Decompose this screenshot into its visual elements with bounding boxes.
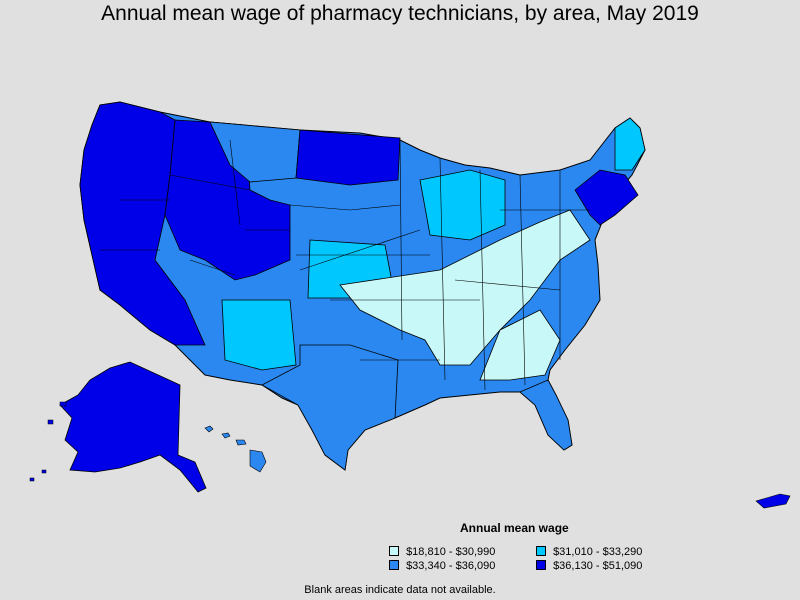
region-northeast bbox=[574, 169, 639, 226]
legend-item-3: $33,340 - $36,090 bbox=[389, 560, 495, 572]
region-maine bbox=[614, 117, 646, 171]
region-aleutians bbox=[29, 401, 67, 482]
region-alaska bbox=[59, 361, 207, 493]
legend-label-1: $18,810 - $30,990 bbox=[406, 546, 496, 558]
region-central-south bbox=[339, 209, 591, 366]
region-southwest bbox=[221, 299, 297, 371]
footnote: Blank areas indicate data not available. bbox=[304, 584, 496, 596]
legend-swatch-2 bbox=[536, 546, 546, 556]
legend-title: Annual mean wage bbox=[460, 521, 569, 535]
legend-swatch-1 bbox=[389, 546, 399, 556]
region-hawaii bbox=[204, 425, 267, 473]
legend-item-1: $18,810 - $30,990 bbox=[389, 546, 495, 558]
region-puerto-rico bbox=[755, 493, 791, 509]
region-boundaries bbox=[100, 139, 590, 391]
region-dakotas bbox=[295, 129, 401, 186]
legend-item-2: $31,010 - $33,290 bbox=[536, 546, 642, 558]
region-florida bbox=[519, 379, 573, 451]
legend-swatch-4 bbox=[536, 560, 546, 570]
legend-swatch-3 bbox=[389, 560, 399, 570]
legend-item-4: $36,130 - $51,090 bbox=[536, 560, 642, 572]
region-montana bbox=[209, 121, 301, 183]
region-texas bbox=[261, 344, 399, 471]
map-title: Annual mean wage of pharmacy technicians… bbox=[101, 2, 699, 25]
region-great-lakes bbox=[419, 169, 506, 241]
region-appalachia bbox=[479, 309, 561, 381]
legend-label-4: $36,130 - $51,090 bbox=[553, 560, 643, 572]
legend-label-3: $33,340 - $36,090 bbox=[406, 560, 496, 572]
legend-label-2: $31,010 - $33,290 bbox=[553, 546, 643, 558]
